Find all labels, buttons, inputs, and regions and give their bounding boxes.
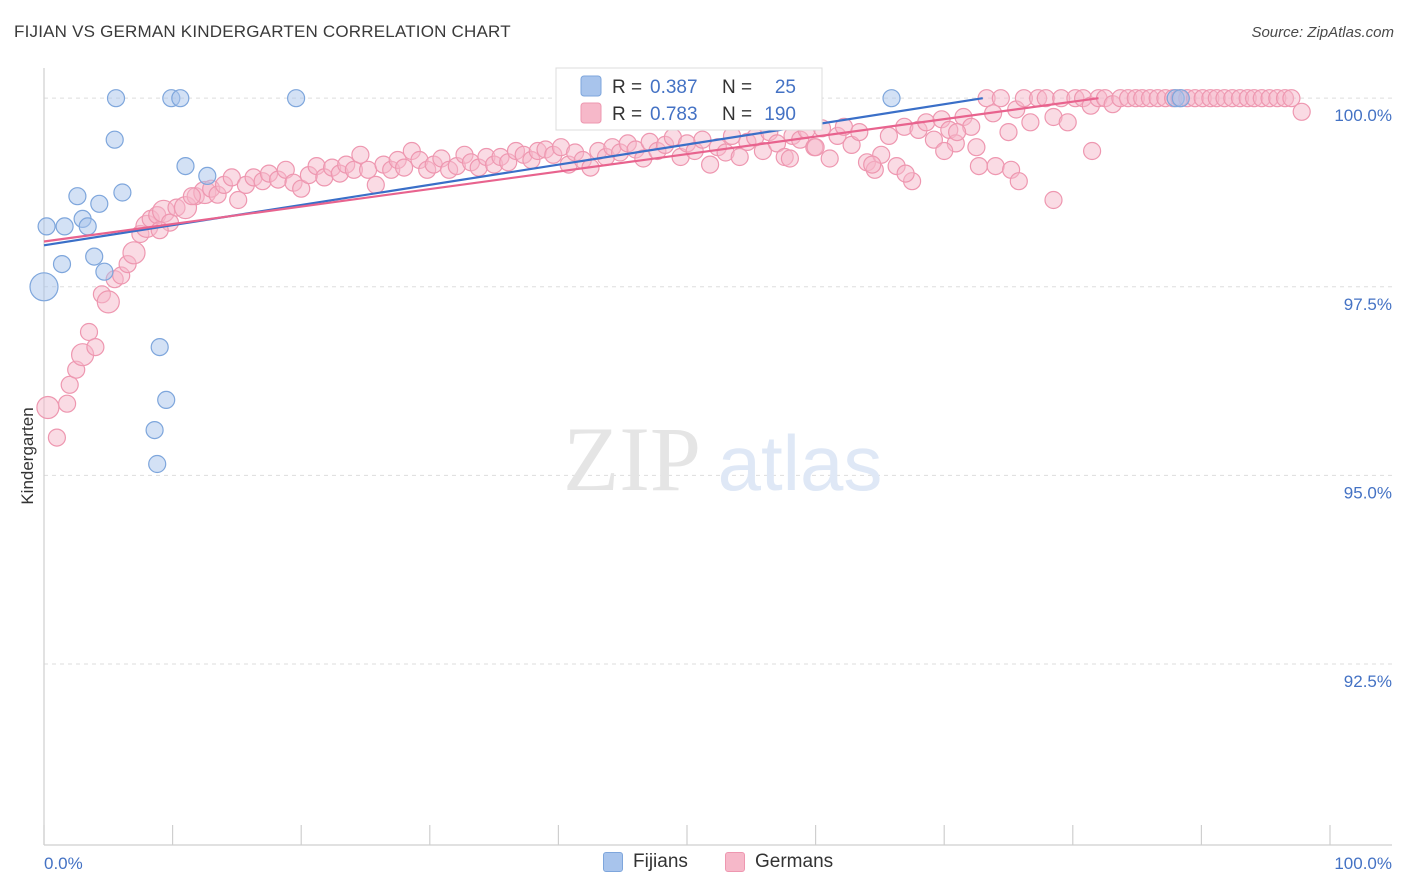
point-germans-178 [1082, 141, 1102, 161]
point-germans-171 [780, 149, 800, 168]
point-fijians-19 [176, 157, 195, 176]
bottom-legend-fijians: Fijians [603, 851, 688, 873]
point-germans-182 [967, 138, 986, 157]
point-fijians-1 [37, 217, 56, 236]
point-fijians-24 [1171, 89, 1190, 108]
point-fijians-8 [90, 194, 109, 213]
legend-swatch-germans [580, 102, 602, 124]
point-fijians-18 [171, 89, 190, 108]
point-germans-180 [935, 141, 954, 161]
point-fijians-7 [85, 247, 104, 266]
point-fijians-2 [52, 255, 72, 274]
point-germans-184 [182, 187, 201, 206]
point-germans-181 [947, 123, 967, 142]
point-fijians-15 [150, 338, 169, 357]
point-germans-172 [806, 138, 825, 157]
legend-r-label-germans: R = [612, 104, 642, 125]
legend-box: R = 0.387 N = 25 R = 0.783 N = 190 [555, 67, 823, 131]
point-germans-169 [1282, 89, 1301, 108]
axes [43, 68, 1392, 846]
point-germans-107 [820, 149, 839, 168]
point-germans-115 [879, 126, 899, 145]
legend-n-value-fijians: 25 [775, 77, 796, 98]
chart-title: FIJIAN VS GERMAN KINDERGARTEN CORRELATIO… [14, 22, 511, 41]
point-fijians-13 [145, 421, 164, 440]
point-germans-6 [79, 322, 99, 342]
trend-line-germans [43, 97, 1099, 243]
point-fijians-20 [198, 166, 217, 185]
point-germans-44 [351, 145, 370, 164]
point-germans-134 [1021, 113, 1040, 132]
point-germans-36 [292, 179, 311, 198]
point-germans-173 [863, 155, 882, 174]
series-points [29, 89, 1311, 474]
watermark-zip: ZIP [563, 408, 701, 510]
point-germans-91 [700, 155, 720, 174]
bottom-legend-label-germans: Germans [755, 851, 834, 872]
point-fijians-6 [78, 217, 97, 236]
point-germans-98 [753, 141, 773, 161]
point-fijians-11 [106, 89, 126, 108]
y-tick-labels: 100.0% 97.5% 95.0% 92.5% [1334, 106, 1392, 691]
bottom-legend-swatch-fijians [603, 852, 623, 872]
point-germans-45 [359, 160, 378, 179]
point-germans-139 [1058, 113, 1077, 132]
y-tick-label-1: 97.5% [1344, 295, 1392, 314]
point-germans-176 [1009, 172, 1028, 191]
source-label: Source: ZipAtlas.com [1251, 24, 1394, 41]
point-germans-1 [47, 428, 67, 447]
trend-lines [43, 97, 1099, 247]
point-germans-177 [1044, 190, 1063, 210]
bottom-legend-label-fijians: Fijians [633, 851, 688, 872]
point-fijians-16 [157, 390, 176, 409]
point-fijians-21 [287, 89, 306, 108]
point-germans-2 [57, 394, 77, 413]
legend-n-label-germans: N = [722, 104, 752, 125]
point-germans-27 [222, 168, 241, 187]
watermark-atlas: atlas [718, 419, 883, 507]
x-tick-label-left: 0.0% [44, 854, 83, 873]
legend-n-label-fijians: N = [722, 77, 752, 98]
legend-swatch-fijians [580, 75, 602, 97]
watermark: ZIP atlas [563, 408, 882, 510]
point-fijians-14 [148, 454, 167, 474]
point-germans-28 [229, 190, 248, 210]
point-germans-3 [60, 375, 79, 394]
y-tick-label-2: 95.0% [1344, 483, 1392, 502]
point-germans-174 [986, 157, 1005, 176]
legend-n-value-germans: 190 [764, 104, 796, 125]
point-germans-131 [999, 123, 1018, 142]
point-germans-95 [730, 147, 749, 167]
bottom-legend-germans: Germans [725, 851, 833, 873]
point-fijians-9 [95, 262, 114, 281]
legend-r-value-fijians: 0.387 [650, 77, 698, 98]
point-germans-121 [924, 130, 944, 149]
point-germans-179 [896, 164, 915, 183]
x-tick-labels: 0.0% 100.0% [44, 854, 1392, 873]
point-germans-90 [693, 130, 712, 149]
point-germans-50 [395, 158, 414, 177]
point-fijians-3 [55, 217, 74, 236]
y-tick-label-0: 100.0% [1334, 106, 1392, 125]
point-germans-127 [969, 157, 989, 176]
legend-r-label-fijians: R = [612, 77, 642, 98]
point-fijians-4 [68, 187, 87, 206]
point-germans-7 [86, 338, 105, 357]
point-fijians-22 [882, 89, 901, 108]
legend-r-value-germans: 0.783 [650, 104, 698, 125]
point-germans-13 [122, 241, 146, 265]
point-germans-0 [36, 395, 60, 420]
point-germans-9 [96, 290, 120, 314]
point-fijians-10 [105, 130, 124, 149]
x-tick-label-right: 100.0% [1334, 854, 1392, 873]
point-germans-170 [1292, 102, 1311, 121]
bottom-legend-swatch-germans [725, 852, 745, 872]
point-fijians-0 [29, 272, 59, 302]
point-germans-130 [991, 89, 1010, 108]
y-tick-label-3: 92.5% [1344, 672, 1392, 691]
point-germans-46 [366, 175, 385, 194]
point-fijians-12 [113, 183, 132, 202]
